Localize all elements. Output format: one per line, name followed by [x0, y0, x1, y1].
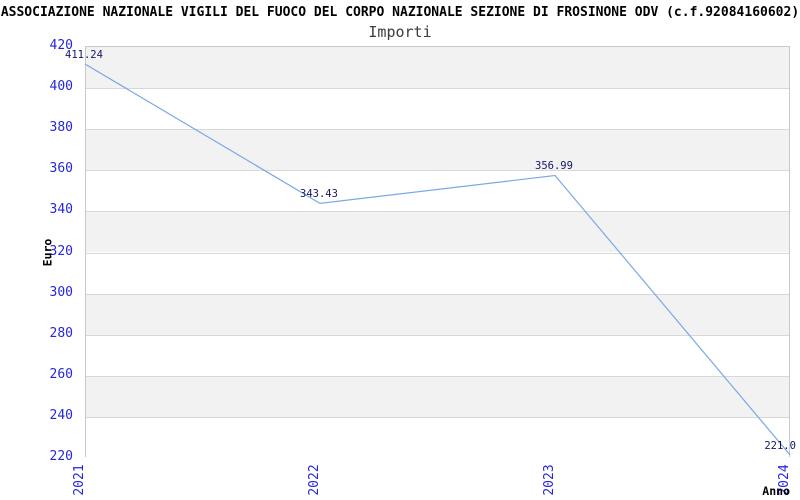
plot-band [86, 211, 789, 253]
data-point-label: 411.24 [65, 49, 103, 61]
gridline [86, 211, 789, 212]
plot-area [85, 46, 790, 458]
data-point-label: 356.99 [535, 160, 573, 173]
y-axis-title: Euro [40, 238, 55, 267]
plot-band [86, 129, 789, 171]
plot-band [86, 47, 789, 89]
y-tick-label: 360 [49, 161, 73, 177]
y-tick-label: 300 [49, 284, 73, 300]
x-tick-label: 2022 [307, 464, 322, 496]
gridline [86, 129, 789, 130]
y-tick-label: 220 [49, 449, 73, 464]
plot-band [86, 293, 789, 335]
plot-band [86, 375, 789, 417]
y-tick-label: 320 [49, 243, 73, 259]
chart-title: ASSOCIAZIONE NAZIONALE VIGILI DEL FUOCO … [0, 5, 800, 20]
plot-band [86, 170, 789, 212]
plot-band [86, 334, 789, 376]
data-point-label: 343.43 [300, 188, 338, 201]
gridline [86, 294, 789, 295]
y-tick-label: 260 [49, 366, 73, 382]
y-tick-label: 420 [49, 38, 73, 53]
x-axis-title: Anno [762, 484, 790, 498]
gridline [86, 170, 789, 171]
gridline [86, 253, 789, 254]
gridline [86, 376, 789, 377]
plot-band [86, 252, 789, 294]
plot-band [86, 416, 789, 458]
y-tick-label: 340 [49, 202, 73, 218]
gridline [86, 417, 789, 418]
gridline [86, 88, 789, 89]
data-point-label: 221.0 [764, 439, 796, 452]
gridline [86, 335, 789, 336]
x-tick-label: 2023 [542, 464, 557, 496]
plot-band [86, 88, 789, 130]
y-tick-label: 240 [49, 407, 73, 423]
y-tick-label: 280 [49, 325, 73, 341]
y-tick-label: 380 [49, 120, 73, 136]
x-tick-label: 2021 [72, 464, 87, 496]
chart-subtitle: Importi [368, 23, 432, 41]
y-tick-label: 400 [49, 79, 73, 95]
